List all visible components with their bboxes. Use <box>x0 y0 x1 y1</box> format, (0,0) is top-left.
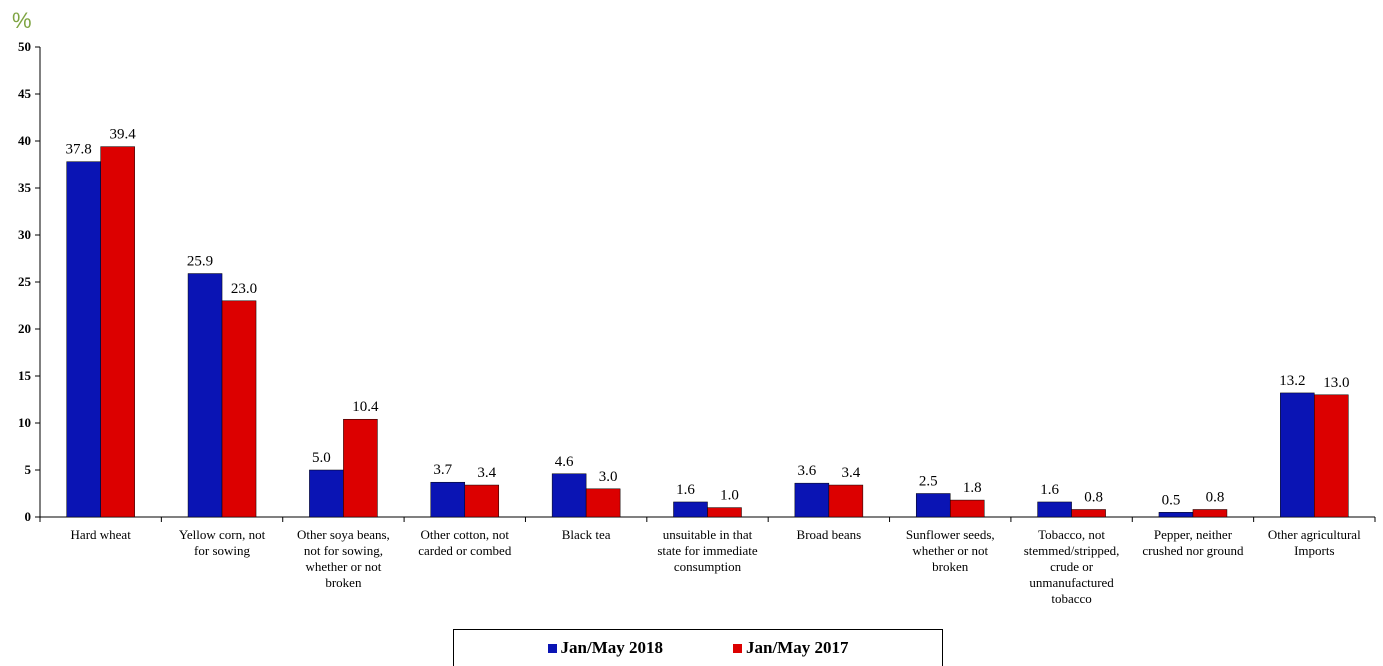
data-label: 0.8 <box>1206 489 1225 505</box>
bar-2017 <box>100 146 135 518</box>
data-label: 3.4 <box>477 465 496 481</box>
bar-2018 <box>66 161 101 518</box>
category-label: Sunflower seeds, whether or not broken <box>906 527 995 574</box>
bar-2018 <box>551 473 587 518</box>
data-label: 0.5 <box>1162 492 1181 508</box>
bar-2018 <box>1280 392 1315 518</box>
bar-2017 <box>343 418 378 518</box>
category-label: Black tea <box>562 527 611 542</box>
y-tick-label: 20 <box>18 321 31 336</box>
bar-chart: % 0 5 10 15 20 25 30 35 40 45 50 37.8 39.4 Hard whea… <box>12 8 1376 606</box>
bar-2017 <box>828 484 864 518</box>
bar-2017 <box>707 507 742 518</box>
category-label: Broad beans <box>797 527 862 542</box>
labels: 37.8 39.4 Hard wheat 25.9 23.0 Yellow corn, n… <box>66 127 1362 606</box>
category-label: Other soya beans, not for sowing, whether … <box>297 527 390 590</box>
category-label: Pepper, neither crushed nor ground <box>1142 527 1244 558</box>
bar-2018 <box>430 481 466 518</box>
data-label: 37.8 <box>66 142 92 158</box>
axes: 0 5 10 15 20 25 30 35 40 45 50 <box>18 39 1376 524</box>
legend-item-2017: Jan/May 2017 <box>733 638 848 658</box>
data-label: 5.0 <box>312 450 331 466</box>
y-tick-label: 10 <box>18 415 31 430</box>
y-tick-label: 30 <box>18 227 31 242</box>
category-label: Other agricultural Imports <box>1268 527 1361 558</box>
bar-2018 <box>794 482 830 518</box>
data-label: 4.6 <box>555 454 574 470</box>
bar-2017 <box>221 300 257 518</box>
data-label: 3.0 <box>599 469 618 485</box>
bar-2017 <box>585 488 621 518</box>
y-tick-label: 50 <box>18 39 31 54</box>
y-tick-label: 0 <box>25 509 32 524</box>
legend-swatch-2017 <box>733 643 742 653</box>
category-label: Other cotton, not carded or combed <box>418 527 512 558</box>
data-label: 25.9 <box>187 254 213 270</box>
bars <box>66 146 1349 518</box>
data-label: 13.2 <box>1279 373 1305 389</box>
bar-2017 <box>464 484 500 518</box>
y-tick-label: 5 <box>25 462 32 477</box>
bar-2017 <box>1071 509 1106 518</box>
category-label: Hard wheat <box>71 527 132 542</box>
legend: Jan/May 2018 Jan/May 2017 <box>453 629 943 666</box>
y-unit-label: % <box>12 8 32 33</box>
data-label: 1.6 <box>676 482 695 498</box>
data-label: 3.4 <box>841 465 860 481</box>
data-label: 0.8 <box>1084 489 1103 505</box>
legend-label-2017: Jan/May 2017 <box>746 638 849 657</box>
y-tick-label: 15 <box>18 368 32 383</box>
bar-2017 <box>1192 509 1228 518</box>
data-label: 3.7 <box>433 462 452 478</box>
legend-swatch-2018 <box>547 643 557 653</box>
bar-2017 <box>949 499 985 518</box>
bar-2018 <box>1158 512 1194 518</box>
bar-2018 <box>187 273 223 518</box>
category-label: Tobacco, not stemmed/stripped, crude or unm… <box>1024 527 1120 606</box>
data-label: 3.6 <box>797 463 816 479</box>
data-label: 2.5 <box>919 474 938 490</box>
bar-2018 <box>1037 501 1072 518</box>
y-tick-label: 45 <box>18 86 32 101</box>
data-label: 39.4 <box>110 127 137 143</box>
category-label: Yellow corn, not for sowing <box>179 527 266 558</box>
bar-2018 <box>915 493 951 518</box>
y-tick-label: 35 <box>18 180 32 195</box>
data-label: 13.0 <box>1323 375 1349 391</box>
data-label: 1.0 <box>720 488 739 504</box>
data-label: 10.4 <box>352 399 379 415</box>
y-tick-label: 25 <box>18 274 32 289</box>
data-label: 23.0 <box>231 281 257 297</box>
category-label: unsuitable in that state for immediate con… <box>657 527 758 574</box>
data-label: 1.6 <box>1040 482 1059 498</box>
legend-item-2018: Jan/May 2018 <box>547 638 663 658</box>
data-label: 1.8 <box>963 480 982 496</box>
bar-2017 <box>1314 394 1349 518</box>
y-tick-label: 40 <box>18 133 31 148</box>
bar-2018 <box>309 469 344 518</box>
legend-label-2018: Jan/May 2018 <box>560 638 663 657</box>
bar-2018 <box>673 501 708 518</box>
